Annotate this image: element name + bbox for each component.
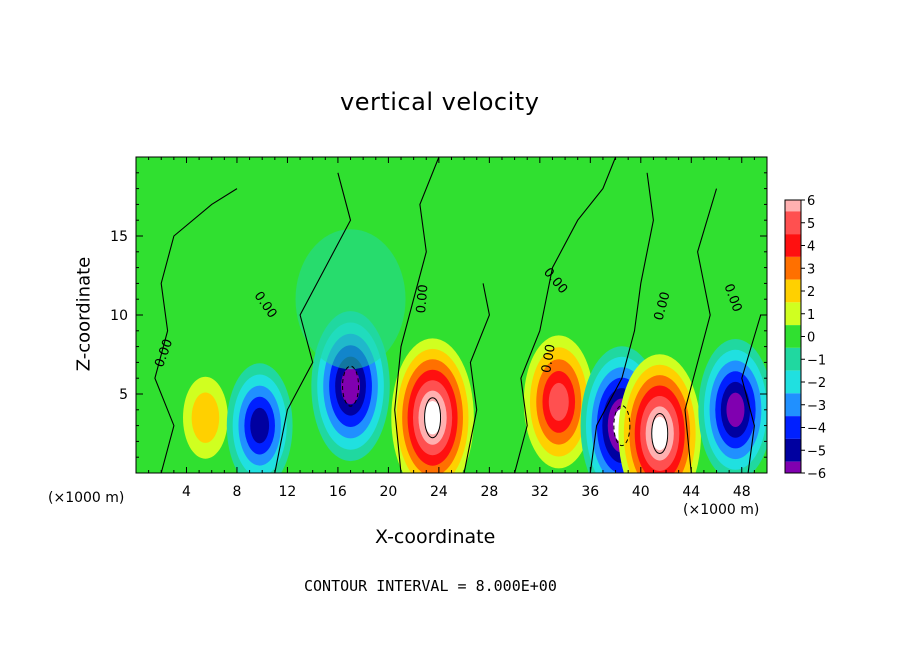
- colorbar-swatch: [785, 211, 801, 235]
- contour-interval-note: CONTOUR INTERVAL = 8.000E+00: [304, 577, 557, 595]
- y-tick-label: 10: [110, 308, 128, 324]
- x-axis-unit-left: (×1000 m): [48, 490, 125, 506]
- colorbar-label: −6: [807, 467, 826, 482]
- colorbar-label: 1: [807, 308, 815, 323]
- colorbar-swatch: [785, 438, 801, 462]
- colorbar-swatch: [785, 416, 801, 439]
- core-contour-3: [424, 397, 442, 439]
- colorbar-swatch: [785, 234, 801, 257]
- velocity-cell-0-2: [191, 392, 220, 443]
- velocity-cell-6-7: [651, 416, 669, 451]
- colorbar-swatch: [785, 325, 801, 348]
- colorbar-label: −5: [807, 444, 826, 459]
- zero-contour-1: [274, 172, 352, 473]
- zero-contour-5: [589, 172, 654, 473]
- x-tick-label: 12: [279, 484, 297, 500]
- colorbar-label: 2: [807, 285, 815, 300]
- x-tick-label: 16: [329, 484, 347, 500]
- x-tick-label: 48: [733, 484, 751, 500]
- x-tick-label: 24: [430, 484, 448, 500]
- x-axis-label: X-coordinate: [375, 526, 496, 548]
- x-tick-label: 40: [632, 484, 650, 500]
- zero-contour-3: [463, 283, 490, 473]
- colorbar-swatch: [785, 200, 801, 212]
- zero-contour-0: [154, 188, 238, 473]
- colorbar-swatch: [785, 347, 801, 371]
- x-tick-label: 36: [581, 484, 599, 500]
- zero-contour-2: [394, 157, 440, 473]
- core-contour-5: [613, 405, 631, 447]
- contour-value-label: 0.00: [414, 284, 431, 314]
- contour-value-label: 0.00: [539, 343, 559, 374]
- velocity-cell-2-6: [341, 367, 361, 405]
- y-tick-label: 5: [119, 387, 128, 403]
- colorbar-label: 5: [807, 217, 815, 232]
- colorbar-swatch: [785, 256, 801, 280]
- x-axis-unit-right: (×1000 m): [683, 502, 760, 518]
- y-tick-label: 15: [110, 229, 128, 245]
- chart-title: vertical velocity: [340, 88, 540, 116]
- colorbar-label: 4: [807, 240, 815, 255]
- contour-value-label: 0.00: [652, 290, 674, 322]
- colorbar-swatch: [785, 370, 801, 394]
- zero-contour-6: [684, 188, 718, 473]
- core-contour-6: [651, 413, 669, 454]
- heatmap-layer: [183, 229, 767, 473]
- x-tick-label: 4: [182, 484, 191, 500]
- zero-contour-7: [741, 314, 762, 473]
- colorbar-label: −3: [807, 399, 826, 414]
- colorbar-swatch: [785, 461, 801, 473]
- weak-downdraft-region: [295, 229, 406, 370]
- colorbar-label: −1: [807, 353, 826, 368]
- colorbar: 6 5 4 3 2 1 0 −1 −2 −3 −4 −5 −6: [784, 194, 826, 482]
- velocity-cell-1-5: [250, 407, 270, 444]
- colorbar-swatch: [785, 393, 801, 417]
- colorbar-label: 3: [807, 262, 815, 277]
- colorbar-label: −2: [807, 376, 826, 391]
- colorbar-swatch: [785, 279, 801, 303]
- x-tick-label: 28: [480, 484, 498, 500]
- colorbar-swatch: [785, 302, 801, 326]
- zero-contour-4: [514, 157, 617, 473]
- y-axis-label: Z-coordinate: [73, 256, 95, 372]
- colorbar-label: −4: [807, 422, 826, 437]
- colorbar-label: 0: [807, 331, 815, 346]
- colorbar-label: 6: [807, 194, 815, 209]
- velocity-cell-7-6: [726, 392, 745, 427]
- x-tick-label: 20: [379, 484, 397, 500]
- velocity-cell-4-5: [548, 382, 569, 421]
- core-contour-2: [342, 365, 360, 407]
- x-tick-label: 8: [232, 484, 241, 500]
- x-tick-label: 32: [531, 484, 549, 500]
- velocity-cell-3-7: [423, 401, 442, 435]
- x-tick-label: 44: [682, 484, 700, 500]
